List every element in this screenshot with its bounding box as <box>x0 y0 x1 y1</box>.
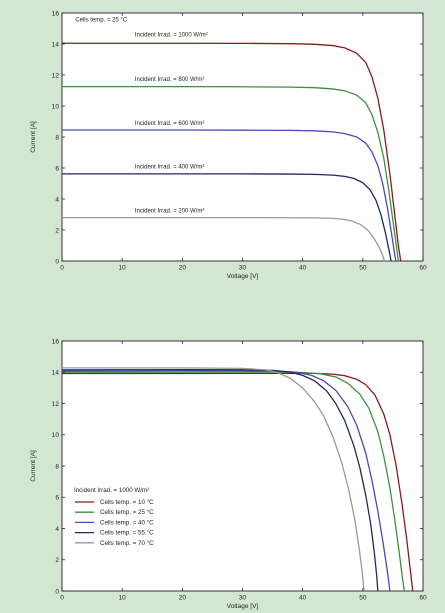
legend-entry-3: Cells temp. = 40 °C <box>100 519 154 526</box>
y-tick-label: 8 <box>55 463 59 470</box>
x-tick-label: 60 <box>419 265 427 272</box>
x-tick-label: 30 <box>239 265 247 272</box>
y-tick-label: 4 <box>55 526 59 533</box>
x-tick-label: 50 <box>359 595 367 602</box>
series-line-5 <box>62 216 386 262</box>
series-label-1: Incident Irrad. = 1000 W/m² <box>135 32 208 38</box>
y-tick-label: 2 <box>55 557 59 564</box>
x-tick-label: 20 <box>179 265 187 272</box>
y-tick-label: 10 <box>52 432 60 439</box>
series-label-2: Incident Irrad. = 800 W/m² <box>135 77 205 83</box>
irradiance-chart: 0 10 20 30 40 50 60 0 2 4 6 8 10 12 14 16 Voltage [V] Cur… <box>30 10 427 280</box>
x-tick-label: 30 <box>239 595 247 602</box>
series-line-2 <box>62 371 405 592</box>
series-label-5: Incident Irrad. = 200 W/m² <box>135 208 205 214</box>
series-line-3 <box>62 129 397 262</box>
legend-entry-2: Cells temp. = 25 °C <box>100 509 154 516</box>
x-tick-label: 20 <box>179 595 187 602</box>
y-tick-label: 0 <box>55 258 59 265</box>
x-tick-label: 0 <box>60 265 64 272</box>
legend-entry-4: Cells temp. = 55 °C <box>100 530 154 537</box>
series-line-1 <box>62 42 402 262</box>
y-tick-label: 12 <box>52 72 60 79</box>
series-line-4 <box>61 368 379 592</box>
y-tick-label: 6 <box>55 495 59 502</box>
x-tick-label: 10 <box>119 595 127 602</box>
series-line-2 <box>62 85 399 262</box>
x-tick-label: 40 <box>299 265 307 272</box>
y-tick-label: 0 <box>55 588 59 595</box>
y-tick-label: 4 <box>55 196 59 203</box>
series-line-5 <box>62 367 365 592</box>
y-tick-label: 16 <box>52 338 60 345</box>
x-tick-label: 0 <box>60 595 64 602</box>
y-tick-label: 6 <box>55 165 59 172</box>
y-tick-label: 14 <box>52 41 60 48</box>
series-label-3: Incident Irrad. = 600 W/m² <box>135 121 205 127</box>
legend-entry-1: Cells temp. = 10 °C <box>100 499 154 506</box>
y-axis-label: Current [A] <box>30 121 37 153</box>
x-axis-label: Voltage [V] <box>227 603 259 610</box>
x-tick-label: 10 <box>119 265 127 272</box>
series-line-4 <box>62 173 392 262</box>
series-label-4: Incident Irrad. = 400 W/m² <box>135 164 205 170</box>
temperature-chart: 0 10 20 30 40 50 60 0 2 4 6 8 10 12 14 16 Voltage [V] Cur… <box>30 338 427 610</box>
y-tick-label: 12 <box>52 401 60 408</box>
x-axis-label: Voltage [V] <box>227 273 259 280</box>
y-tick-label: 10 <box>52 103 60 110</box>
y-tick-label: 2 <box>55 227 59 234</box>
y-tick-label: 16 <box>52 10 60 17</box>
legend-title: Incident Irrad. = 1000 W/m² <box>74 487 149 494</box>
plot-area <box>61 12 424 262</box>
y-axis-label: Current [A] <box>30 450 37 482</box>
annotation-text: Cells temp. = 25 °C <box>75 18 128 24</box>
series-line-1 <box>62 372 414 592</box>
legend-entry-5: Cells temp. = 70 °C <box>100 540 154 547</box>
y-tick-label: 14 <box>52 370 60 377</box>
x-tick-label: 50 <box>359 265 367 272</box>
x-tick-label: 60 <box>419 595 427 602</box>
y-tick-label: 8 <box>55 134 59 141</box>
x-tick-label: 40 <box>299 595 307 602</box>
series-line-3 <box>62 370 391 592</box>
